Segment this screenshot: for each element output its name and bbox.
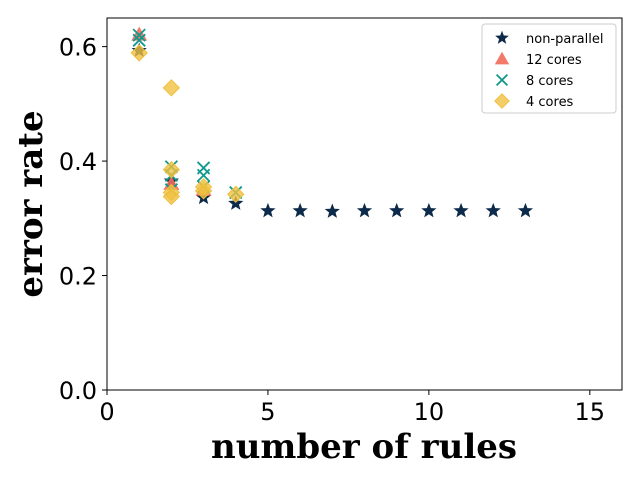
- y-tick-label: 0.4: [59, 148, 97, 176]
- data-point-star: [292, 202, 308, 218]
- y-tick-label: 0.0: [59, 377, 97, 405]
- data-point-diamond: [194, 182, 213, 200]
- data-point-x: [132, 28, 146, 42]
- legend-marker-star: [495, 30, 509, 44]
- y-axis: 0.0 0.2 0.4 0.6: [59, 34, 107, 405]
- x-axis: 0 5 10 15: [99, 390, 605, 426]
- data-point-star: [421, 202, 437, 218]
- data-point-x: [196, 168, 211, 183]
- x-tick-label: 0: [99, 398, 114, 426]
- plot-area: [106, 17, 623, 391]
- data-point-star: [389, 202, 405, 218]
- y-tick-label: 0.6: [59, 34, 97, 62]
- data-point-diamond: [227, 185, 245, 203]
- data-point-diamond: [130, 44, 148, 62]
- data-point-star: [260, 202, 276, 218]
- x-tick-label: 15: [575, 398, 606, 426]
- x-axis-title: number of rules: [211, 427, 517, 467]
- legend-label: 8 cores: [526, 74, 574, 89]
- legend-marker-diamond: [494, 93, 510, 109]
- x-tick-label: 5: [260, 398, 275, 426]
- legend-label: non-parallel: [526, 32, 604, 47]
- legend-label: 4 cores: [526, 95, 574, 110]
- data-point-triangle: [131, 26, 148, 41]
- y-axis-title: error rate: [11, 110, 51, 297]
- legend: non-parallel 12 cores 8 cores 4 cores: [481, 23, 617, 114]
- data-point-star: [356, 202, 373, 218]
- legend-marker-x: [495, 73, 509, 87]
- y-tick-label: 0.2: [59, 263, 97, 291]
- x-tick-label: 10: [414, 398, 445, 426]
- data-point-diamond: [162, 160, 181, 179]
- plot-frame: [106, 17, 623, 391]
- data-point-diamond: [162, 187, 181, 206]
- legend-frame: [481, 23, 617, 114]
- data-point-star: [485, 202, 501, 218]
- data-point-x: [132, 33, 146, 47]
- legend-marker-triangle: [494, 51, 510, 65]
- data-markers: [130, 26, 534, 218]
- legend-label: 12 cores: [526, 53, 582, 68]
- data-point-star: [453, 202, 469, 218]
- data-point-diamond: [162, 79, 181, 97]
- data-point-star: [324, 203, 340, 218]
- data-point-star: [517, 202, 534, 218]
